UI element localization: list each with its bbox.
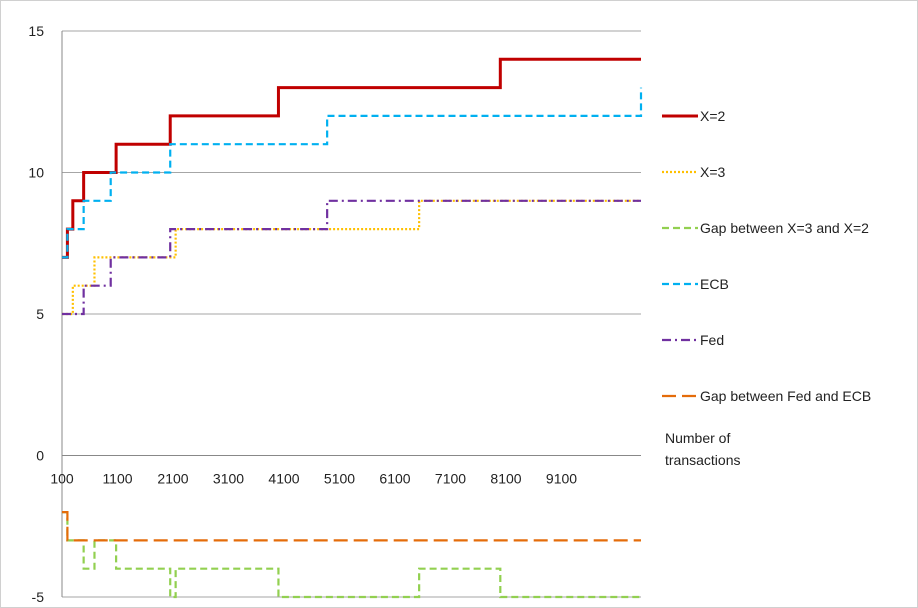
series-line-1 <box>62 199 641 316</box>
x-tick-label: 4100 <box>268 471 299 487</box>
y-tick-label: 15 <box>28 23 44 39</box>
y-tick-label: 5 <box>36 306 44 322</box>
series-line-2 <box>62 511 641 599</box>
series-line-4 <box>62 199 641 316</box>
x-tick-label: 2100 <box>157 471 188 487</box>
legend-label: ECB <box>700 276 729 292</box>
x-axis-label-line: Number of <box>665 430 730 446</box>
y-tick-label: 0 <box>36 448 44 464</box>
x-axis-label: Number of transactions <box>665 430 740 468</box>
x-tick-label: 3100 <box>213 471 244 487</box>
legend-label: X=2 <box>700 108 726 124</box>
legend-label: Gap between Fed and ECB <box>700 388 871 404</box>
legend: X=2 X=3 Gap between X=3 and X=2 ECB Fed Gap b… <box>662 108 871 404</box>
y-tick-label: 10 <box>28 165 44 181</box>
x-tick-label: 8100 <box>490 471 521 487</box>
legend-label: Gap between X=3 and X=2 <box>700 220 869 236</box>
x-tick-label: 100 <box>50 471 74 487</box>
legend-label: Fed <box>700 332 724 348</box>
series-line-5 <box>62 511 641 542</box>
series-lines <box>62 57 643 599</box>
x-tick-label: 9100 <box>546 471 577 487</box>
tick-labels: -5 0 5 10 15 100 1100 2100 3100 4100 5100 6100 7100 8… <box>28 23 577 605</box>
x-tick-label: 7100 <box>435 471 466 487</box>
x-tick-label: 6100 <box>379 471 410 487</box>
y-tick-label: -5 <box>32 589 45 605</box>
x-axis-label-line: transactions <box>665 452 740 468</box>
legend-label: X=3 <box>700 164 726 180</box>
series-line-3 <box>62 87 643 259</box>
x-tick-label: 5100 <box>324 471 355 487</box>
x-tick-label: 1100 <box>102 471 132 487</box>
